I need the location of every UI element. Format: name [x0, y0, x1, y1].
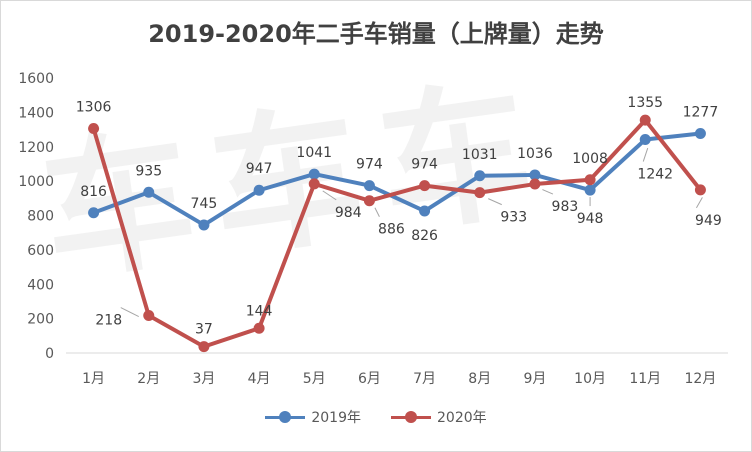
data-point-1 — [639, 114, 651, 126]
data-label: 218 — [95, 313, 122, 329]
data-point-0 — [363, 180, 375, 192]
x-tick-label: 2月 — [137, 371, 160, 387]
data-point-0 — [639, 134, 651, 146]
x-tick-label: 7月 — [413, 371, 436, 387]
data-label: 974 — [356, 157, 383, 173]
data-point-1 — [529, 178, 541, 190]
data-label: 947 — [246, 161, 273, 177]
data-label-leader — [642, 147, 649, 162]
data-label: 983 — [552, 199, 579, 215]
y-tick-label: 1600 — [18, 71, 54, 87]
data-point-1 — [419, 180, 431, 192]
data-label: 935 — [135, 163, 162, 179]
y-tick-label: 1400 — [18, 105, 54, 121]
series-line-0 — [92, 131, 701, 227]
data-label: 826 — [411, 228, 438, 244]
data-label: 933 — [500, 210, 527, 226]
x-tick-label: 3月 — [192, 371, 215, 387]
data-label: 144 — [246, 303, 273, 319]
y-tick-label: 0 — [45, 346, 54, 362]
data-label-leader — [374, 207, 380, 217]
data-label-leader — [120, 307, 139, 317]
data-point-0 — [529, 169, 541, 181]
data-point-1 — [88, 123, 100, 135]
data-label: 948 — [577, 211, 604, 227]
y-tick-label: 1200 — [18, 140, 54, 156]
y-tick-label: 1000 — [18, 174, 54, 190]
data-point-1 — [363, 195, 375, 207]
data-point-0 — [474, 170, 486, 182]
data-point-0 — [419, 205, 431, 217]
legend-item-2019: 2019年 — [265, 407, 361, 427]
y-tick-label: 800 — [27, 209, 54, 225]
data-label: 949 — [695, 213, 722, 229]
legend-label-2019: 2019年 — [311, 410, 361, 426]
data-point-1 — [694, 184, 706, 196]
data-label: 816 — [80, 184, 107, 200]
data-point-1 — [253, 322, 265, 334]
x-tick-label: 11月 — [629, 371, 661, 387]
x-tick-label: 12月 — [685, 371, 717, 387]
data-point-1 — [143, 310, 155, 322]
legend-swatch-2019 — [265, 410, 306, 424]
data-label: 1277 — [683, 105, 719, 121]
x-tick-label: 1月 — [82, 371, 105, 387]
data-label: 745 — [191, 196, 218, 212]
data-label: 1031 — [462, 147, 498, 163]
series-line-1 — [91, 118, 702, 349]
data-label: 1008 — [572, 151, 608, 167]
chart-title: 2019-2020年二手车销量（上牌量）走势 — [148, 20, 604, 48]
data-label: 1306 — [76, 100, 112, 116]
data-point-1 — [308, 178, 320, 190]
x-tick-label: 5月 — [303, 371, 326, 387]
data-label: 1242 — [637, 167, 673, 183]
data-label-leader — [695, 197, 703, 209]
y-tick-label: 600 — [27, 243, 54, 259]
data-label-leader — [542, 189, 554, 195]
legend-label-2020: 2020年 — [437, 410, 487, 426]
data-point-0 — [88, 207, 100, 219]
data-label-leader — [322, 190, 337, 201]
data-point-0 — [584, 184, 596, 196]
data-point-1 — [584, 174, 596, 186]
data-label: 984 — [335, 205, 362, 221]
data-label: 1041 — [296, 145, 332, 161]
data-point-0 — [198, 219, 210, 231]
data-label: 974 — [411, 157, 438, 173]
legend-swatch-2020 — [391, 410, 431, 424]
data-point-0 — [308, 168, 320, 180]
data-point-0 — [143, 186, 155, 198]
legend: 2019年 2020年 — [0, 407, 752, 427]
data-label: 37 — [195, 322, 213, 338]
x-tick-label: 4月 — [248, 371, 271, 387]
x-tick-label: 8月 — [468, 371, 491, 387]
y-tick-label: 400 — [27, 277, 54, 293]
x-tick-label: 6月 — [358, 371, 381, 387]
data-label: 886 — [378, 222, 405, 238]
data-point-0 — [694, 128, 706, 140]
legend-item-2020: 2020年 — [391, 407, 487, 427]
x-tick-label: 10月 — [574, 371, 606, 387]
data-point-1 — [198, 341, 210, 353]
data-label: 1355 — [627, 95, 663, 111]
x-tick-label: 9月 — [523, 371, 546, 387]
data-label: 1036 — [517, 146, 553, 162]
data-label-leader — [488, 198, 502, 206]
data-point-0 — [253, 184, 265, 196]
data-point-1 — [474, 187, 486, 199]
y-tick-label: 200 — [27, 312, 54, 328]
